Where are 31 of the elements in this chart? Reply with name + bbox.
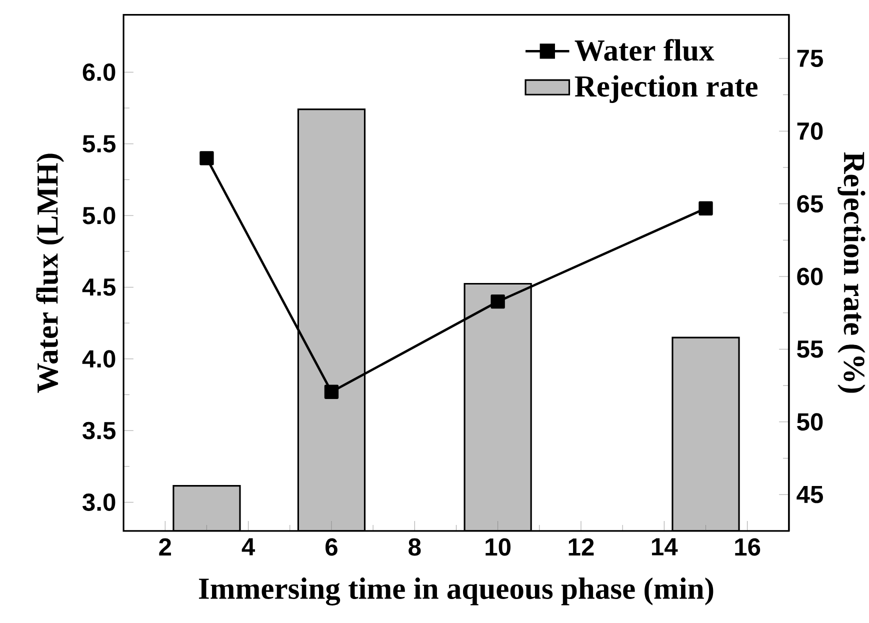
y-tick-label: 4.5 [82,278,116,296]
y-tick-label: 5.5 [82,135,116,153]
x-tick-label: 14 [652,538,678,556]
y-tick-label: 6.0 [82,64,116,81]
y2-axis-title: Rejection rate (%) [838,152,866,393]
y2-tick-label: 50 [797,413,823,431]
y-tick-label: 5.0 [82,206,116,224]
y-tick-label: 4.0 [82,350,116,368]
legend-label: Rejection rate [574,75,758,103]
y-tick-label: 3.0 [82,494,116,512]
point [490,294,505,309]
y-tick-label: 3.5 [82,422,116,440]
x-tick-label: 10 [486,538,511,556]
y2-tick-label: 55 [797,340,823,358]
x-tick-label: 6 [326,538,338,556]
y2-tick-label: 70 [797,122,823,140]
point [324,384,339,400]
y2-tick-label: 75 [797,50,823,68]
x-tick-label: 2 [159,538,171,556]
x-axis-title: Immersing time in aqueous phase (min) [198,578,714,606]
y2-tick-label: 65 [797,195,823,213]
legend-label: Water flux [574,39,714,61]
x-tick-label: 12 [568,538,594,556]
y-axis-title: Water flux (LMH) [36,154,64,393]
y2-tick-label: 60 [797,268,823,286]
point [200,151,214,166]
x-tick-label: 8 [408,538,421,556]
x-tick-label: 4 [242,538,256,556]
point [698,201,713,216]
x-tick-label: 16 [735,538,760,556]
y2-tick-label: 45 [796,486,823,504]
